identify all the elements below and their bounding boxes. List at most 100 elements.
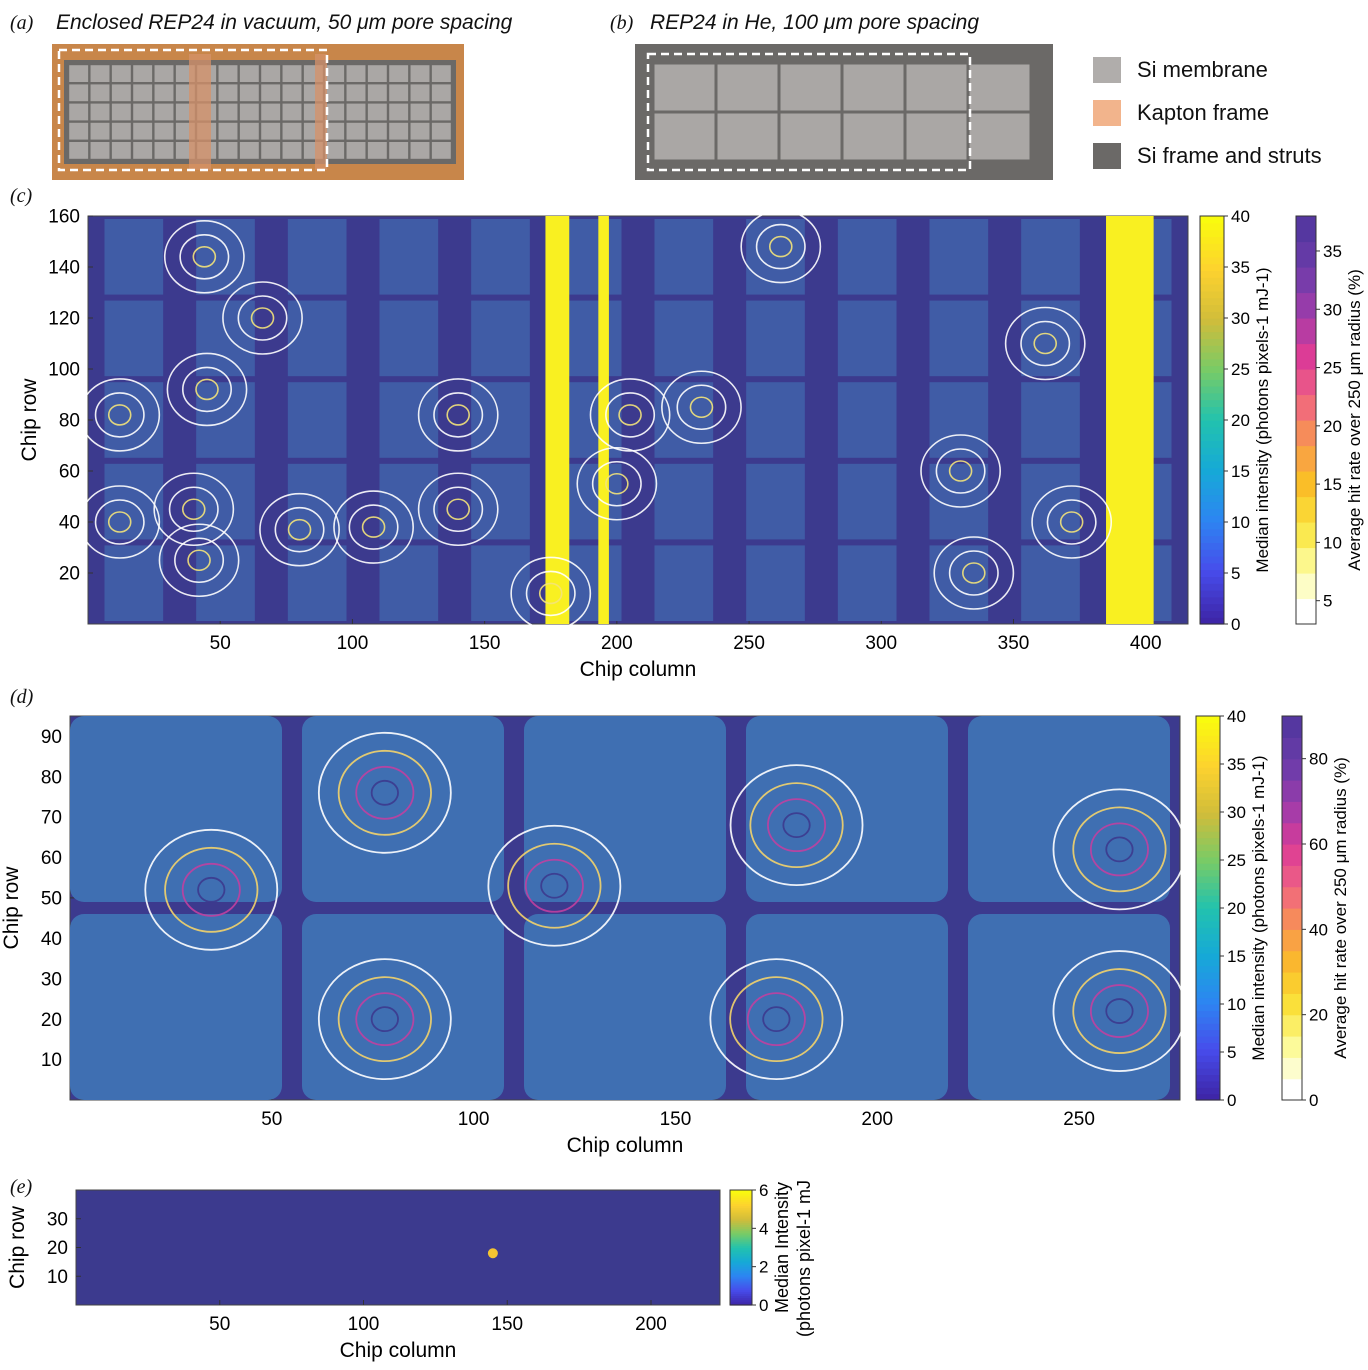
dashed-enclosure (646, 52, 972, 172)
membrane-region (379, 545, 439, 621)
membrane-cell (90, 84, 110, 102)
colorbar-tick-label: 35 (1231, 258, 1250, 277)
colorbar-segment (730, 1282, 752, 1285)
membrane-region (1021, 545, 1080, 621)
colorbar-segment (1196, 844, 1220, 851)
membrane-region (746, 914, 948, 1100)
colorbar-tick-label: 15 (1231, 462, 1250, 481)
colorbar-segment (1196, 748, 1220, 755)
hit-rate-contour (749, 782, 844, 869)
colorbar-segment (1200, 222, 1224, 231)
colorbar-segment (1282, 886, 1302, 909)
membrane-region (287, 545, 347, 621)
membrane-region (287, 300, 347, 377)
intensity-colorbar: 0 5 10 15 20 25 30 35 40 Median intensity (photon… (1199, 207, 1272, 634)
membrane-region (929, 300, 989, 377)
colorbar-segment (1196, 876, 1220, 883)
membrane-region (287, 219, 347, 295)
hit-rate-contour (1052, 950, 1187, 1072)
colorbar-segment (1200, 345, 1224, 353)
colorbar-segment (1200, 610, 1224, 618)
panel-c-label: (c) (10, 185, 33, 207)
hit-rate-contour (361, 516, 386, 538)
colorbar-segment (730, 1245, 752, 1249)
panel-e-label: (e) (10, 1176, 33, 1198)
colorbar-segment (730, 1220, 752, 1224)
membrane-cell (389, 65, 409, 82)
colorbar-border (1281, 715, 1303, 1101)
hit-rate-contour (755, 223, 806, 270)
colorbar-tick-label: 20 (1323, 417, 1342, 436)
hit-rate-contour (762, 1006, 791, 1033)
colorbar-tick-label: 15 (1323, 475, 1342, 494)
hit-rate-contour (740, 209, 822, 284)
hit-rate-contour (79, 485, 161, 559)
colorbar-segment (1200, 569, 1224, 577)
membrane-cell (282, 103, 302, 121)
colorbar-segment (1196, 952, 1220, 960)
membrane-region (837, 545, 897, 621)
dashed-enclosure (57, 48, 329, 172)
colorbar-segment (1200, 481, 1224, 489)
colorbar-label: Median Intensity (772, 1182, 792, 1313)
colorbar-segment (1196, 914, 1220, 922)
colorbar-segment (730, 1218, 752, 1222)
hit-rate-contour (591, 460, 642, 507)
membrane-cell (111, 122, 131, 140)
hit-rate-contour (94, 392, 145, 438)
y-tick-label: 40 (59, 513, 80, 534)
hit-rate-contour (487, 824, 622, 947)
colorbar-segment (1196, 1004, 1220, 1011)
membrane-region (837, 300, 897, 377)
colorbar-segment (1200, 392, 1224, 401)
membrane-region (968, 914, 1170, 1100)
colorbar-tick-label: 0 (1231, 615, 1240, 634)
membrane-cell (69, 122, 89, 140)
colorbar-segment (730, 1239, 752, 1243)
colorbar-segment (1282, 716, 1302, 738)
membrane-region (379, 463, 439, 540)
panel-b-label: (b) (610, 12, 634, 34)
membrane-cell (431, 65, 451, 82)
legend-swatch (1093, 143, 1121, 169)
colorbar-segment (1296, 522, 1316, 549)
hit-rate-contour (417, 378, 499, 452)
membrane-region (287, 463, 347, 540)
colorbar-segment (1196, 940, 1220, 947)
colorbar-segment (730, 1209, 752, 1212)
x-tick-label: 200 (635, 1314, 667, 1335)
membrane-cell (431, 103, 451, 121)
membrane-cell (389, 142, 409, 159)
colorbar-tick-label: 20 (1227, 899, 1246, 918)
axes: 50 100 150 200 250 300 350 400 20 40 60 80 100 120 140… (18, 207, 1189, 681)
colorbar-segment (1282, 822, 1302, 845)
membrane-region (471, 382, 530, 458)
membrane-cell (90, 65, 110, 82)
hit-rate-contour (192, 245, 217, 268)
membrane-cell (325, 65, 345, 82)
membrane-cell (154, 122, 174, 140)
hit-rate-contour (729, 976, 824, 1063)
colorbar-segment (730, 1276, 752, 1279)
hit-rate-contour (274, 506, 325, 553)
intensity-colorbar: 0 5 10 15 20 25 30 35 40 Median intensity (photon… (1195, 707, 1268, 1110)
x-tick-label: 150 (469, 633, 501, 654)
colorbar-tick-label: 20 (1231, 411, 1250, 430)
panel-d-label: (d) (10, 686, 34, 708)
colorbar-segment (1296, 547, 1316, 574)
hit-rate-contour (1072, 806, 1167, 893)
colorbar-segment (730, 1216, 752, 1220)
hit-rate-contour (259, 492, 340, 567)
colorbar-segment (1200, 501, 1224, 509)
colorbar-segment (1196, 946, 1220, 954)
membrane-region (929, 219, 989, 295)
membrane-cell (154, 142, 174, 159)
membrane-cell (261, 122, 281, 140)
colorbar-segment (1200, 236, 1224, 244)
colorbar-segment (1200, 413, 1224, 421)
colorbar-segment (730, 1257, 752, 1260)
y-tick-label: 40 (41, 929, 62, 950)
colorbar-segment (1200, 454, 1224, 462)
colorbar-segment (1196, 965, 1220, 973)
colorbar-border (729, 1189, 753, 1306)
